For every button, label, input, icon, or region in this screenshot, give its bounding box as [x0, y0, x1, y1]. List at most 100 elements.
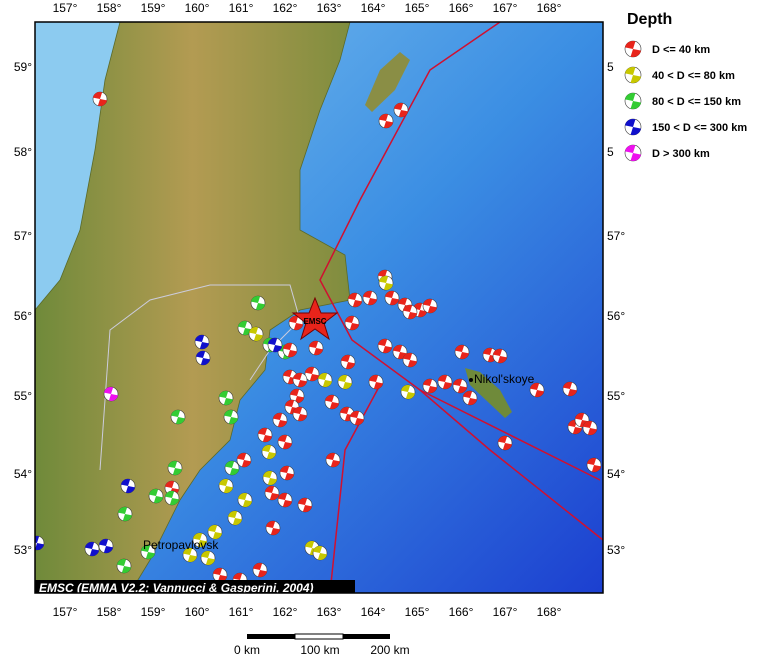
beachball-wedge: [201, 550, 215, 566]
beachball-wedge: [265, 485, 279, 501]
beachball-wedge: [350, 410, 364, 426]
beachball-wedge: [423, 298, 437, 314]
beachball-wedge: [263, 470, 277, 486]
scale-label: 100 km: [300, 643, 339, 657]
beachball-wedge: [213, 567, 227, 583]
beachball-wedge: [117, 558, 131, 574]
plate-boundary: [329, 384, 381, 593]
beachball-wedge: [423, 378, 437, 394]
beachball-wedge: [363, 290, 377, 306]
longitude-label: 166°: [449, 1, 474, 15]
beachball-wedge: [298, 497, 312, 513]
beachball-wedge: [253, 562, 267, 578]
beachball-wedge: [219, 390, 233, 406]
legend-label: 150 < D <= 300 km: [652, 122, 747, 134]
beachball-wedge: [568, 419, 582, 435]
place-label: Nikol'skoye: [474, 372, 535, 386]
plate-boundary: [319, 22, 603, 541]
beachball-wedge: [165, 490, 179, 506]
beachball-wedge: [171, 409, 185, 425]
beachball-wedge: [403, 352, 417, 368]
beachball-wedge: [237, 452, 251, 468]
latitude-label: 58°: [14, 145, 32, 159]
graticule-labels: 157° 157° 158° 158° 159° 159° 160° 160° 161° 161°…: [14, 1, 626, 619]
latitude-label: 59°: [14, 60, 32, 74]
beachball-wedge: [313, 545, 327, 561]
scale-segment: [294, 633, 344, 640]
credit: EMSC (EMMA V2.2; Vannucci & Gasperini, 2…: [39, 581, 314, 595]
beachball-wedge: [289, 315, 303, 331]
beachball-wedge: [345, 315, 359, 331]
latitude-label: 56°: [607, 309, 625, 323]
beachball-wedge: [338, 374, 352, 390]
longitude-label: 161°: [229, 1, 254, 15]
longitude-label: 158°: [97, 605, 122, 619]
beachball-wedge: [625, 40, 641, 58]
beachball-wedge: [625, 144, 641, 162]
beachball-wedge: [379, 275, 393, 291]
beachball-wedge: [268, 337, 282, 353]
latitude-label: 53°: [607, 543, 625, 557]
beachball-wedge: [378, 338, 392, 354]
beachball-wedge: [219, 478, 233, 494]
latitude-label: 54°: [607, 467, 625, 481]
beachball-wedge: [403, 304, 417, 320]
beachball-wedge: [385, 290, 399, 306]
beachball-wedge: [225, 460, 239, 476]
latitude-label: 57°: [14, 229, 32, 243]
beachball-wedge: [583, 420, 597, 436]
scale-label: 0 km: [234, 643, 260, 657]
beachball-wedge: [341, 354, 355, 370]
beachball-wedge: [266, 520, 280, 536]
beachball-wedge: [118, 506, 132, 522]
beachball-wedge: [228, 510, 242, 526]
place-dot: [469, 378, 473, 382]
map-area: EMSC Nikol'skoye Petropavlovsk EMSC (EMM…: [35, 22, 603, 595]
bering-island: [465, 368, 512, 418]
beachball-wedge: [258, 427, 272, 443]
beachball-wedge: [99, 538, 113, 554]
beachball-wedge: [625, 92, 641, 110]
beachball-wedge: [318, 372, 332, 388]
beachball-wedge: [498, 435, 512, 451]
scale-segment: [247, 634, 295, 639]
beachball-wedge: [379, 113, 393, 129]
beachball-wedge: [530, 382, 544, 398]
marker-label: EMSC: [303, 317, 326, 326]
beachball-wedge: [348, 292, 362, 308]
legend-label: D <= 40 km: [652, 44, 710, 56]
longitude-label: 162°: [273, 1, 298, 15]
beachball-wedge: [463, 390, 477, 406]
beachball-wedge: [165, 480, 179, 496]
beachball-wedge: [238, 320, 252, 336]
beachball-wedge: [394, 102, 408, 118]
longitude-label: 164°: [361, 605, 386, 619]
beachball-wedge: [625, 66, 641, 84]
longitude-label: 163°: [317, 605, 342, 619]
beachball-wedge: [195, 334, 209, 350]
beachball-wedge: [563, 381, 577, 397]
legend-label: 80 < D <= 150 km: [652, 96, 741, 108]
scale-label: 200 km: [370, 643, 409, 657]
beachball-wedge: [325, 394, 339, 410]
beachball-wedge: [141, 544, 155, 560]
latitude-label: 55°: [14, 389, 32, 403]
longitude-label: 161°: [229, 605, 254, 619]
legend: Depth D <= 40 km 40 < D <= 80 km 80 < D <=…: [614, 8, 760, 168]
plate-boundary: [419, 389, 601, 481]
beachball-wedge: [35, 535, 44, 551]
legend-label: D > 300 km: [652, 148, 710, 160]
beachball-wedge: [283, 342, 297, 358]
frame: [34, 21, 604, 594]
beachball-wedge: [413, 302, 427, 318]
longitude-label: 166°: [449, 605, 474, 619]
longitude-label: 165°: [405, 605, 430, 619]
beachball-wedge: [168, 460, 182, 476]
longitude-label: 165°: [405, 1, 430, 15]
beachball-wedge: [305, 366, 319, 382]
longitude-label: 168°: [537, 605, 562, 619]
beachball-wedge: [438, 374, 452, 390]
longitude-label: 162°: [273, 605, 298, 619]
beachball-wedge: [587, 457, 601, 473]
